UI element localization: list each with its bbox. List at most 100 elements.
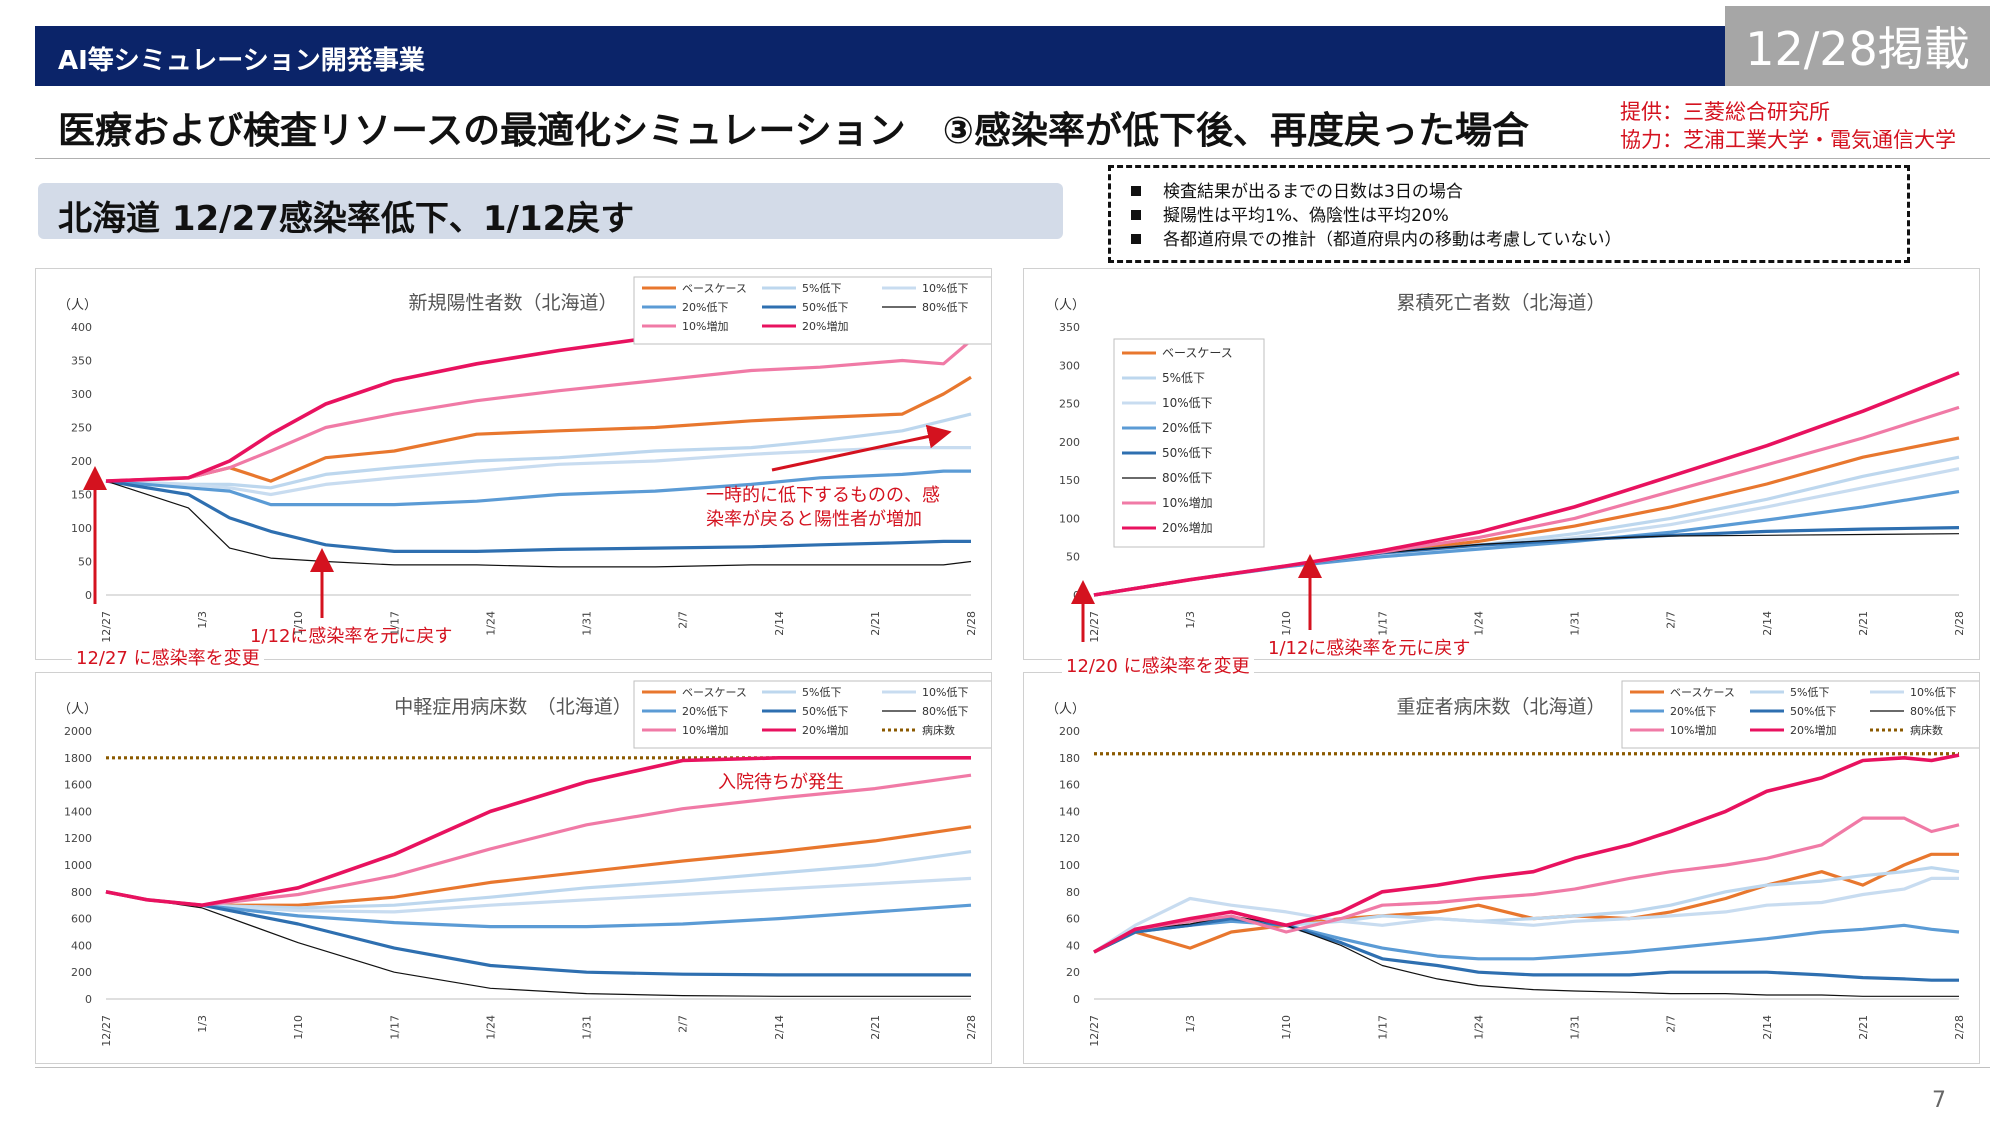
y-unit-label: （人） [58,702,97,717]
x-tick-label: 2/21 [869,1015,882,1040]
chart-new-positive: 新規陽性者数（北海道） （人） 0 50 100 150 200 250 300 350 400 12… [58,276,1005,643]
x-tick-label: 12/27 [100,611,113,643]
series-line [1093,917,1959,982]
legend-label: 80%低下 [922,301,968,314]
series-line [105,479,971,553]
x-tick-label: 1/10 [1280,1015,1293,1040]
series-line [1093,915,1959,997]
y-tick-label: 160 [1059,779,1080,792]
annotation-np-note: 一時的に低下するものの、感 染率が戻ると陽性者が増加 [706,485,940,530]
y-tick-label: 50 [1066,551,1080,564]
series-line [1093,816,1960,954]
condition-item: 擬陽性は平均1%、偽陰性は平均20% [1131,201,1449,226]
x-tick-label: 1/17 [1376,1015,1389,1040]
x-tick-label: 2/28 [965,1015,978,1040]
x-tick-label: 1/3 [1184,611,1197,629]
legend-label: ベースケース [682,282,747,295]
y-tick-label: 400 [71,321,92,334]
date-tag: 12/28掲載 [1725,6,1990,86]
y-tick-label: 1600 [64,779,92,792]
y-tick-label: 150 [71,489,92,502]
y-tick-label: 1200 [64,832,92,845]
x-tick-label: 2/28 [1953,611,1966,636]
legend-label: 80%低下 [1910,705,1956,718]
series-line [105,412,972,490]
credits: 提供：三菱総合研究所 協力：芝浦工業大学・電気通信大学 [1620,98,1956,154]
condition-item: 検査結果が出るまでの日数は3日の場合 [1131,177,1463,202]
chart-legend: ベースケース 5%低下 10%低下 20%低下 50%低下 80%低下 10%増加 20%増加… [1621,680,1993,749]
legend-label: 10%増加 [1670,724,1716,737]
series-line [105,375,972,483]
x-tick-label: 1/24 [484,611,497,636]
annotation-cd-start: 12/20 に感染率を変更 [1062,652,1254,678]
series-line [1093,371,1960,597]
legend-label: 10%低下 [1910,686,1956,699]
legend-label: 10%低下 [922,282,968,295]
legend-label: 10%増加 [682,320,728,333]
annotation-np-start: 12/27 に感染率を変更 [72,644,264,670]
annotation-np-reset: 1/12に感染率を元に戻す [250,626,453,647]
region-label: 北海道 12/27感染率低下、1/12戻す [58,199,635,239]
legend-label: 80%低下 [922,705,968,718]
legend-label: 50%低下 [802,301,848,314]
y-tick-label: 0 [1073,589,1080,602]
x-tick-label: 2/7 [677,611,690,629]
x-tick-label: 2/21 [869,611,882,636]
x-tick-label: 12/27 [1088,1015,1101,1047]
y-tick-label: 200 [71,455,92,468]
legend-label: 10%増加 [682,724,728,737]
y-tick-label: 0 [1073,993,1080,1006]
annotation-mb-note: 入院待ちが発生 [718,772,844,793]
x-tick-label: 1/31 [581,611,594,636]
x-tick-label: 1/31 [581,1015,594,1040]
y-tick-label: 400 [71,939,92,952]
title-divider [35,158,1990,159]
legend-label: 20%増加 [1790,724,1836,737]
legend-box [1621,680,1993,749]
x-tick-label: 1/3 [196,611,209,629]
legend-label: ベースケース [1162,346,1233,360]
legend-label: ベースケース [1670,686,1735,699]
y-tick-label: 100 [1059,512,1080,525]
y-tick-label: 40 [1066,939,1080,952]
x-tick-label: 1/17 [388,1015,401,1040]
x-tick-label: 1/24 [484,1015,497,1040]
legend-label: 10%増加 [1162,496,1213,510]
y-tick-label: 1400 [64,805,92,818]
page-title: 医療および検査リソースの最適化シミュレーション ③感染率が低下後、再度戻った場合 [58,109,1529,152]
legend-label: 20%増加 [1162,521,1213,535]
y-tick-label: 0 [85,993,92,1006]
y-tick-label: 200 [71,966,92,979]
chart-title: 累積死亡者数（北海道） [1396,292,1605,314]
bullet-square-icon [1131,210,1141,220]
header-bar-label: AI等シミュレーション開発事業 [58,46,425,76]
legend-label: 病床数 [1910,723,1943,737]
y-tick-label: 80 [1066,886,1080,899]
series-line [105,469,971,507]
chart-mild-beds: 中軽症用病床数 （北海道） （人） 0 200 400 600 800 1000 1200 140… [58,680,1005,1047]
legend-label: 80%低下 [1162,471,1213,485]
x-tick-label: 1/24 [1472,611,1485,636]
x-tick-label: 2/14 [773,1015,786,1040]
y-tick-label: 200 [1059,436,1080,449]
y-unit-label: （人） [58,298,97,313]
x-tick-label: 1/3 [196,1015,209,1033]
y-tick-label: 100 [1059,859,1080,872]
x-tick-label: 2/7 [1665,1015,1678,1033]
legend-label: 50%低下 [1162,446,1213,460]
x-tick-label: 2/7 [1665,611,1678,629]
panel-mild-beds: 中軽症用病床数 （北海道） （人） 0 200 400 600 800 1000 1200 140… [35,672,1005,1064]
series-line [1093,919,1960,961]
x-tick-label: 2/21 [1857,1015,1870,1040]
chart-title: 中軽症用病床数 （北海道） [394,696,632,718]
x-tick-label: 1/31 [1569,1015,1582,1040]
chart-legend: ベースケース 5%低下 10%低下 20%低下 50%低下 80%低下 10%増加 20%増加 [1113,338,1265,548]
header-bar [35,26,1725,86]
y-tick-label: 50 [78,556,92,569]
x-tick-label: 2/14 [1761,611,1774,636]
chart-severe-beds: 重症者病床数（北海道） （人） 0 20 40 60 80 100 120 140 160 180 20… [1046,680,1993,1047]
panel-severe-beds: 重症者病床数（北海道） （人） 0 20 40 60 80 100 120 140 160 180 20… [1023,672,1993,1064]
panel-new-positive: 新規陽性者数（北海道） （人） 0 50 100 150 200 250 300 350 400 12… [35,268,1005,660]
series-line [1093,876,1959,954]
y-tick-label: 300 [1059,359,1080,372]
